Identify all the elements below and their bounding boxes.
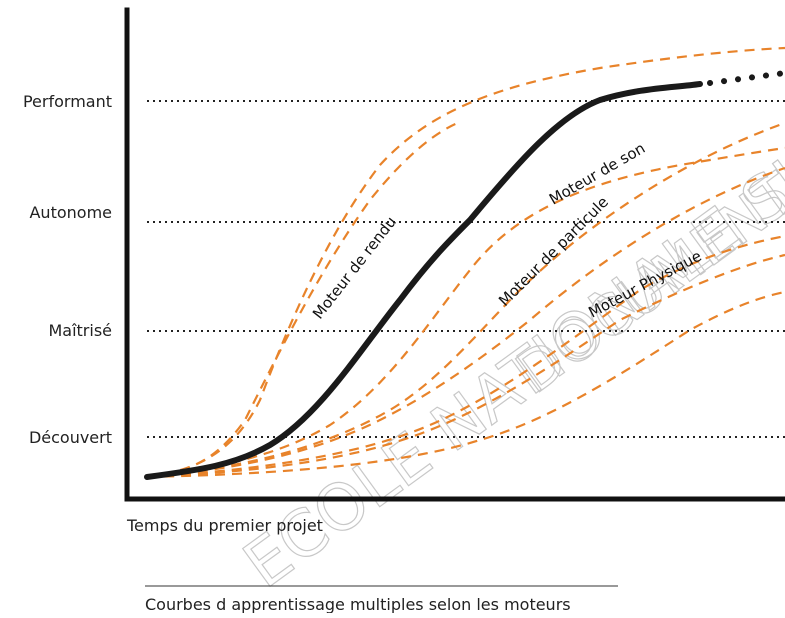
level-label-autonome: Autonome	[29, 203, 112, 222]
main-curve-continuation	[707, 70, 785, 86]
curve-particule-upper	[146, 121, 785, 479]
level-label-decouvert: Découvert	[29, 428, 112, 447]
curve-rendu-lower	[146, 120, 461, 479]
x-axis-label: Temps du premier projet	[126, 516, 323, 535]
level-labels: Performant Autonome Maîtrisé Découvert	[23, 92, 112, 447]
figure-caption: Courbes d apprentissage multiples selon …	[145, 595, 571, 613]
axes	[124, 7, 785, 502]
curve-physique-lower	[146, 290, 785, 479]
curve-son-lower	[146, 166, 785, 479]
curve-son-upper	[146, 146, 785, 479]
curve-physique-upper	[146, 234, 785, 479]
level-label-performant: Performant	[23, 92, 112, 111]
curve-label-rendu: Moteur de rendu	[309, 213, 400, 322]
curve-rendu-upper	[146, 46, 785, 479]
main-curve	[144, 70, 785, 480]
level-label-maitrise: Maîtrisé	[48, 321, 112, 340]
dashed-curves	[146, 46, 785, 479]
main-learning-curve	[144, 81, 703, 480]
